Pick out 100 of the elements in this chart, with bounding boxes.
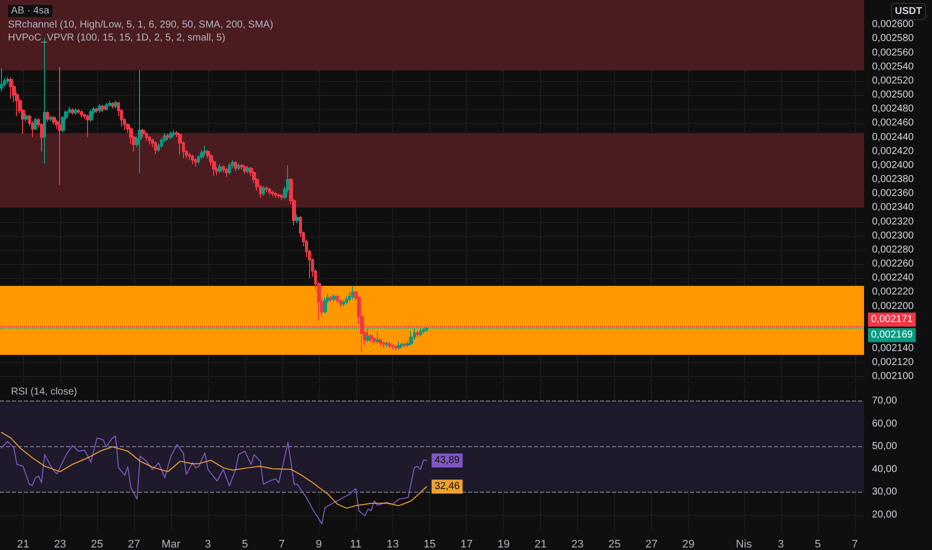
candlestick [178, 132, 182, 156]
y-tick-label: 50,00 [872, 441, 898, 452]
x-tick-label: 23 [571, 538, 584, 550]
x-tick-label: 27 [645, 538, 658, 550]
candlestick [277, 193, 281, 200]
y-tick-label: 0,002320 [872, 216, 914, 228]
candlestick [237, 162, 240, 171]
candlestick [336, 294, 339, 304]
y-tick-label: 20,00 [872, 510, 898, 521]
candlestick [379, 338, 382, 347]
y-tick-label: 0,002520 [872, 75, 914, 86]
candlestick [234, 160, 237, 172]
candlestick [394, 344, 398, 352]
candlestick [339, 298, 342, 308]
candlestick [89, 109, 93, 122]
candlestick [280, 194, 284, 200]
x-tick-label: 25 [608, 538, 621, 550]
candlestick [329, 295, 333, 303]
x-tick-label: Nis [736, 538, 752, 550]
candlestick [382, 340, 385, 348]
candlestick [345, 296, 348, 305]
candlestick [388, 342, 391, 349]
y-tick-label: 0,002400 [872, 160, 914, 171]
y-tick-label: 0,002540 [872, 61, 914, 72]
candlestick [188, 152, 191, 160]
y-tick-label: 0,002600 [872, 19, 914, 30]
candlestick [24, 114, 28, 122]
x-tick-label: 5 [242, 538, 248, 550]
candlestick [400, 342, 404, 348]
candlestick [222, 164, 225, 173]
candlestick [169, 131, 173, 140]
candlestick [101, 104, 105, 112]
y-tick-label: 60,00 [872, 418, 898, 430]
y-tick-label: 0,002480 [872, 104, 914, 115]
x-tick-label: 11 [350, 538, 362, 550]
candlestick [416, 330, 419, 338]
x-tick-label: 13 [386, 538, 399, 550]
candlestick [9, 76, 13, 100]
candlestick [154, 141, 157, 155]
candlestick [108, 100, 111, 108]
candlestick [194, 158, 197, 168]
candlestick [95, 107, 99, 114]
x-tick-label: 27 [128, 538, 140, 550]
candlestick [240, 164, 244, 170]
x-tick-label: 21 [16, 538, 30, 550]
candlestick [52, 116, 56, 126]
candlestick [111, 102, 114, 109]
candlestick [0, 68, 3, 92]
x-tick-label: 29 [682, 538, 695, 550]
x-tick-label: 9 [316, 538, 322, 550]
candlestick [160, 137, 163, 148]
x-tick-label: 17 [460, 538, 473, 550]
candlestick [114, 100, 117, 109]
annotation: HVPoC_VPVR (100, 15, 15, 1D, 2, 5, 2, small, 5) [8, 32, 226, 44]
candlestick [274, 192, 277, 198]
candlestick [366, 328, 370, 343]
y-tick-label: 0,002580 [872, 33, 914, 44]
candlestick [271, 190, 274, 197]
candlestick [228, 162, 231, 176]
y-tick-label: 0,002420 [872, 146, 914, 157]
y-tick-label: 0,002220 [872, 286, 914, 298]
y-tick-label: 70,00 [872, 395, 898, 406]
candlestick [203, 145, 207, 156]
x-tick-label: 7 [278, 538, 285, 550]
candlestick [262, 185, 265, 196]
candlestick [172, 130, 176, 136]
y-tick-label: 0,002460 [872, 118, 914, 129]
candlestick [323, 297, 327, 314]
x-tick-label: 19 [497, 538, 510, 550]
x-tick-label: 15 [424, 538, 436, 550]
candlestick [391, 344, 394, 350]
x-tick-label: Mar [161, 538, 181, 550]
candlestick [385, 340, 388, 348]
candlestick [218, 164, 222, 174]
candlestick [34, 117, 37, 131]
data-label: 32,46 [434, 481, 460, 492]
candlestick [243, 164, 247, 174]
y-tick-label: 0,002340 [872, 202, 914, 214]
candlestick [295, 214, 299, 224]
y-tick-label: 0,002100 [872, 371, 914, 382]
text: AB · 4sa [11, 6, 50, 16]
y-tick-label: 0,002240 [872, 272, 914, 284]
candlestick [141, 128, 145, 138]
candlestick [6, 76, 9, 84]
candlestick [342, 299, 345, 307]
y-tick-label: 0,002120 [872, 357, 914, 368]
x-tick-label: 23 [54, 538, 66, 550]
candlestick [351, 286, 354, 300]
candlestick [197, 154, 200, 165]
x-tick-label: 21 [534, 538, 547, 550]
y-tick-label: 0,002280 [872, 244, 914, 256]
candlestick [80, 110, 83, 118]
candlestick [40, 122, 43, 152]
x-tick-label: 25 [90, 538, 104, 550]
candlestick [148, 135, 151, 145]
candlestick [191, 154, 194, 165]
candlestick [105, 102, 108, 112]
y-axis-title: USDT [894, 6, 922, 17]
candlestick [397, 340, 401, 350]
candlestick [138, 70, 142, 174]
